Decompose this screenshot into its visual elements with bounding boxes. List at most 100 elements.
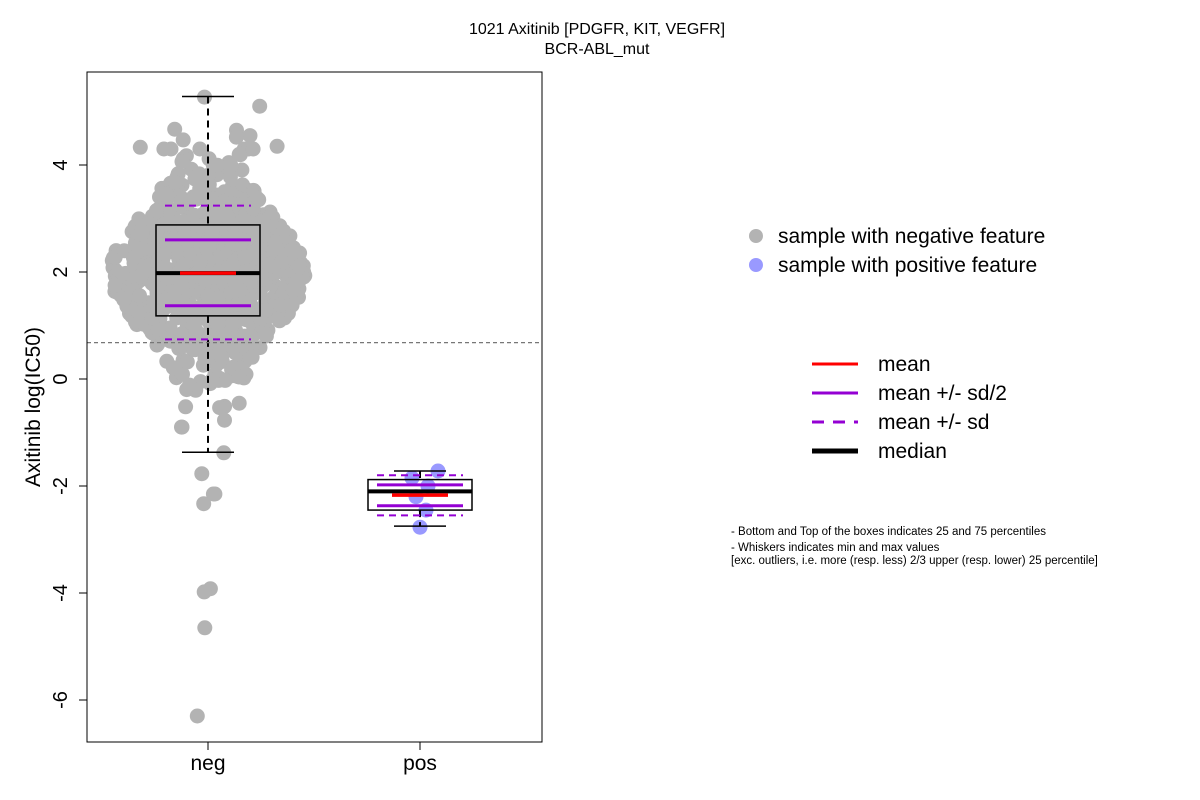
data-point-neg xyxy=(158,186,174,202)
data-point-neg xyxy=(252,98,268,114)
data-point-neg xyxy=(242,128,258,144)
data-point-neg xyxy=(231,369,247,385)
note-line-percentiles: - Bottom and Top of the boxes indicates … xyxy=(731,526,1046,538)
data-point-neg xyxy=(267,234,283,250)
legend-point-label: sample with positive feature xyxy=(778,254,1037,277)
data-point-neg xyxy=(197,620,213,636)
data-point-neg xyxy=(192,254,208,270)
data-point-neg xyxy=(223,158,239,174)
data-point-neg xyxy=(158,292,174,308)
data-point-neg xyxy=(192,141,208,157)
data-point-neg xyxy=(156,141,172,157)
data-point-neg xyxy=(210,316,226,332)
data-point-neg xyxy=(225,256,241,272)
points-pos xyxy=(404,463,446,535)
data-point-neg xyxy=(188,322,204,338)
data-point-neg xyxy=(131,305,147,320)
data-point-neg xyxy=(228,129,244,145)
data-point-neg xyxy=(135,241,151,257)
data-point-neg xyxy=(210,290,226,306)
data-point-neg xyxy=(157,216,173,232)
legend-point-marker xyxy=(749,258,763,272)
data-point-neg xyxy=(227,274,243,290)
data-point-neg xyxy=(175,366,190,382)
legend-line-label: mean +/- sd/2 xyxy=(878,382,1007,405)
x-tick-label-neg: neg xyxy=(190,752,225,775)
x-tick-label-pos: pos xyxy=(403,752,437,775)
data-point-neg xyxy=(272,297,288,313)
data-point-neg xyxy=(220,209,236,225)
data-point-neg xyxy=(237,249,253,265)
data-point-neg xyxy=(245,141,261,157)
data-point-neg xyxy=(175,258,191,274)
data-point-neg xyxy=(149,203,164,218)
data-point-neg xyxy=(217,412,232,428)
data-point-neg xyxy=(245,200,261,216)
y-tick-label: -6 xyxy=(50,691,72,709)
data-point-neg xyxy=(114,266,130,282)
data-point-neg xyxy=(174,154,190,170)
data-point-neg xyxy=(186,207,202,223)
y-tick-label: -4 xyxy=(50,584,72,602)
legend-line-label: mean xyxy=(878,353,931,376)
data-point-neg xyxy=(168,243,184,259)
legend: sample with negative feature sample with … xyxy=(749,225,1045,463)
data-point-neg xyxy=(191,166,207,182)
box-pos xyxy=(367,478,473,511)
data-point-neg xyxy=(276,223,292,239)
data-point-neg xyxy=(178,399,194,415)
data-point-neg xyxy=(194,466,210,482)
data-point-neg xyxy=(132,139,148,155)
data-point-neg xyxy=(157,259,173,275)
data-point-neg xyxy=(291,258,307,274)
data-point-neg xyxy=(246,226,262,242)
box-neg xyxy=(155,224,261,317)
y-tick-label: 0 xyxy=(50,373,72,384)
y-tick-label: -2 xyxy=(50,477,72,495)
legend-line-label: median xyxy=(878,440,947,463)
data-point-neg xyxy=(116,291,132,307)
data-point-neg xyxy=(157,246,172,262)
data-point-neg xyxy=(193,218,209,234)
data-point-neg xyxy=(231,146,247,162)
data-point-neg xyxy=(136,260,152,275)
data-point-neg xyxy=(214,350,230,366)
data-point-neg xyxy=(204,226,220,241)
data-point-neg xyxy=(149,337,165,353)
chart-title: 1021 Axitinib [PDGFR, KIT, VEGFR] xyxy=(469,21,725,38)
data-point-neg xyxy=(132,288,147,304)
plot-frame xyxy=(86,71,543,743)
data-point-neg xyxy=(186,342,202,358)
legend-point-label: sample with negative feature xyxy=(778,225,1045,248)
data-point-neg xyxy=(134,223,150,239)
data-point-neg xyxy=(244,349,260,365)
y-tick-label: 4 xyxy=(50,159,72,170)
data-point-neg xyxy=(196,584,212,600)
data-point-neg xyxy=(212,400,228,416)
data-point-neg xyxy=(224,196,240,211)
data-point-neg xyxy=(174,419,190,435)
data-point-neg xyxy=(107,277,123,293)
data-point-neg xyxy=(205,486,221,502)
data-point-neg xyxy=(258,302,274,318)
data-point-neg xyxy=(196,496,212,512)
data-point-neg xyxy=(182,377,197,393)
data-point-pos xyxy=(404,470,420,486)
chart-subtitle: BCR-ABL_mut xyxy=(545,41,650,58)
data-point-neg xyxy=(175,132,191,148)
data-point-neg xyxy=(167,121,183,137)
data-point-neg xyxy=(174,279,190,295)
plot-area: -6 -4 -2 0 2 4 neg pos xyxy=(50,71,543,775)
data-point-neg xyxy=(159,353,175,369)
legend-line-label: mean +/- sd xyxy=(878,411,989,434)
data-point-neg xyxy=(150,322,166,338)
data-point-neg xyxy=(222,169,238,185)
y-tick-label: 2 xyxy=(50,266,72,277)
note-line-whiskers: - Whiskers indicates min and max values xyxy=(731,542,940,554)
data-point-neg xyxy=(199,240,215,255)
data-point-neg xyxy=(179,354,195,370)
data-point-pos xyxy=(412,519,428,535)
data-point-neg xyxy=(209,157,225,173)
data-point-neg xyxy=(225,316,241,332)
